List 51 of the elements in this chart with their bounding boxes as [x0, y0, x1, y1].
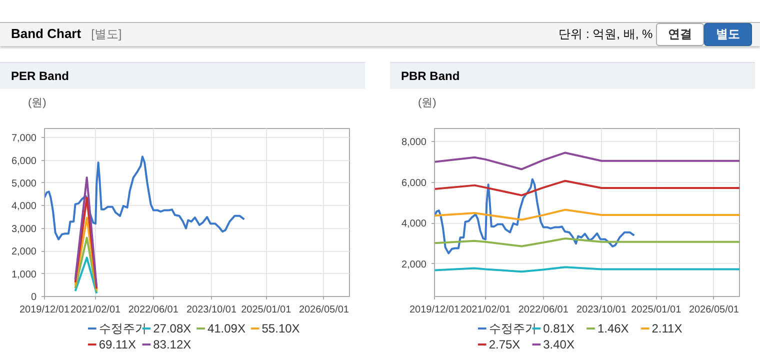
text: 별도	[704, 22, 752, 46]
line-series	[434, 237, 740, 248]
x-tick-label: 2022/06/01	[128, 304, 179, 316]
x-tick-label: 2025/01/01	[241, 304, 292, 316]
y-tick-label: 6,000	[11, 156, 37, 167]
x-tick-label: 2023/10/01	[576, 304, 627, 316]
x-tick-label: 2026/05/01	[298, 304, 350, 316]
x-tick-label: 2021/02/01	[460, 304, 512, 316]
legend-label: 27.08X	[153, 322, 192, 336]
chart-title: PER Band	[0, 62, 365, 89]
y-tick-label: 4,000	[401, 218, 427, 230]
y-axis-title: (원)	[417, 96, 436, 110]
y-tick-label: 7,000	[11, 133, 37, 144]
text: Band Chart	[11, 26, 82, 42]
chart-title: PBR Band	[390, 62, 755, 89]
text: 단위 : 억원, 배, %	[558, 26, 653, 41]
legend-label: 69.11X	[98, 338, 136, 352]
legend-label: 2.75X	[488, 338, 520, 352]
x-tick-label: 2022/06/01	[518, 304, 569, 316]
legend-label: 수정주가	[488, 322, 537, 336]
y-tick-label: 2,000	[401, 259, 427, 270]
legend-label: 3.40X	[543, 338, 574, 352]
x-tick-label: 2023/10/01	[186, 304, 237, 316]
y-tick-label: 5,000	[11, 178, 37, 190]
legend-label: 55.10X	[262, 322, 300, 336]
text: 연결	[656, 22, 704, 46]
x-tick-label: 2021/02/01	[70, 304, 122, 316]
y-axis-title: (원)	[27, 96, 46, 110]
legend-label: 1.46X	[597, 322, 629, 336]
legend-label: 41.09X	[207, 322, 246, 336]
y-tick-label: 8,000	[401, 137, 427, 148]
y-tick-label: 1,000	[11, 269, 37, 280]
y-tick-label: 3,000	[11, 224, 37, 235]
y-tick-label: 0	[30, 292, 37, 303]
legend-label: 0.81X	[543, 322, 574, 336]
line-series	[434, 152, 740, 170]
legend-label: 수정주가	[98, 322, 147, 336]
line-series	[434, 208, 740, 221]
line-series	[434, 180, 740, 196]
y-tick-label: 4,000	[11, 201, 37, 212]
line-series	[44, 156, 246, 240]
text: [별도]	[91, 27, 122, 42]
x-tick-label: 2019/12/01	[19, 304, 70, 316]
y-tick-label: 2,000	[11, 246, 37, 258]
x-tick-label: 2025/01/01	[631, 304, 682, 316]
y-tick-label: 6,000	[401, 178, 427, 189]
x-tick-label: 2019/12/01	[409, 304, 460, 316]
line-series	[434, 178, 636, 254]
x-tick-label: 2026/05/01	[688, 304, 740, 316]
legend-label: 2.11X	[652, 322, 682, 336]
legend-label: 83.12X	[153, 338, 192, 352]
